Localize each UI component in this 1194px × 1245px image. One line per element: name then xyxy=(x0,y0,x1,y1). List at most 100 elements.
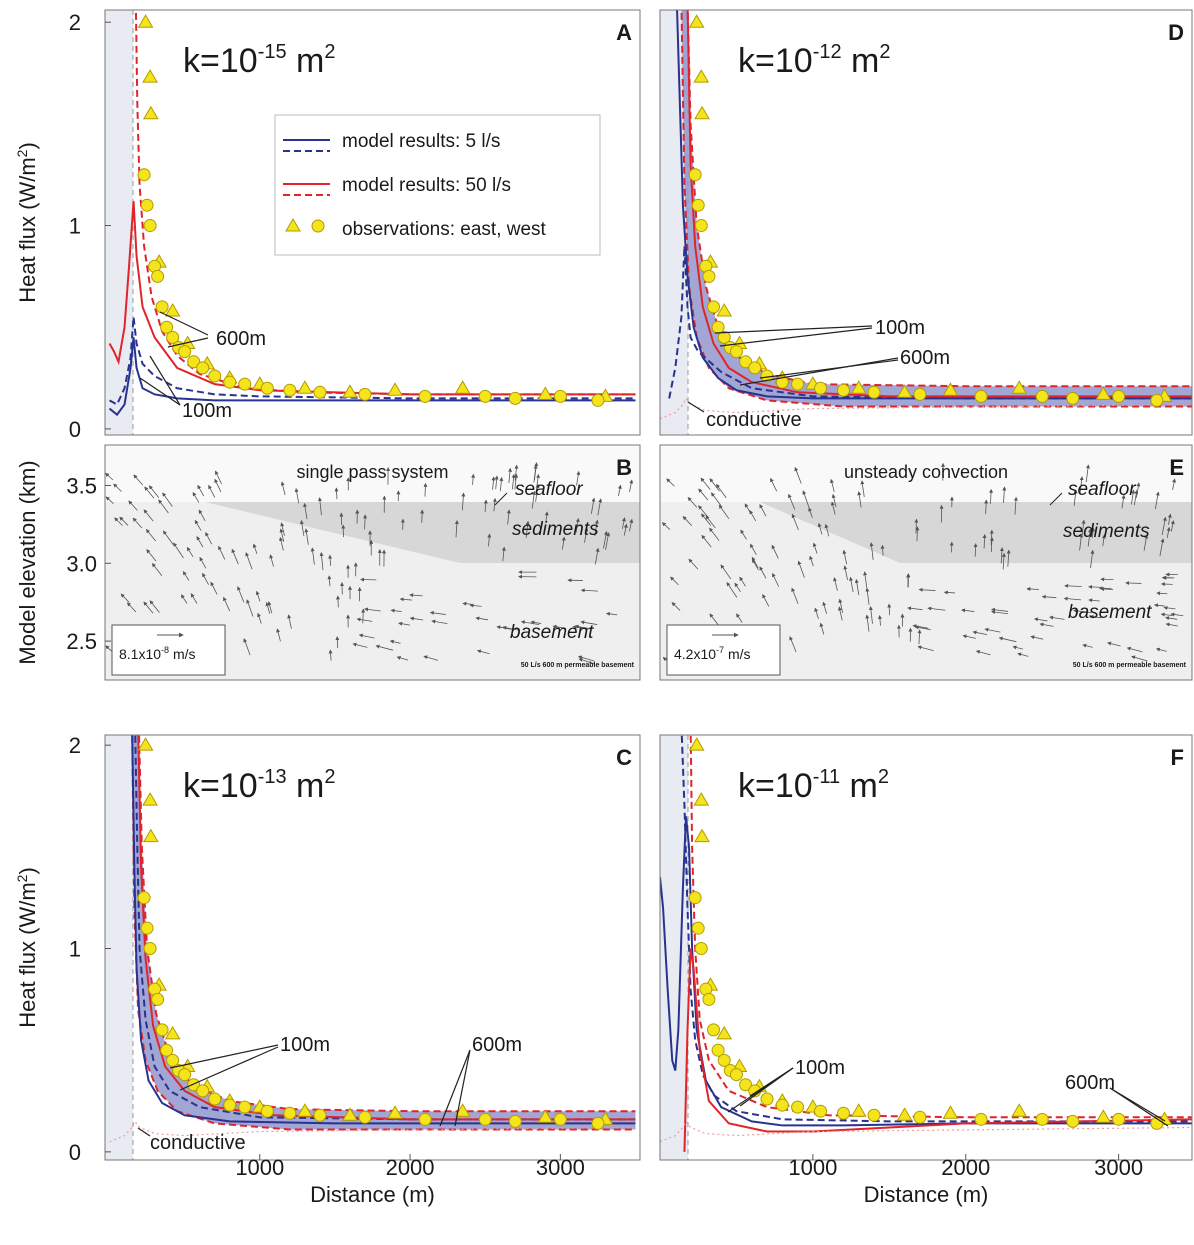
flow-vector xyxy=(698,488,709,501)
observation-west xyxy=(508,391,522,405)
observation-east xyxy=(896,384,913,398)
flow-vector xyxy=(1090,549,1095,569)
model-curve xyxy=(689,735,1192,1119)
flow-vector xyxy=(907,606,923,611)
plot-area xyxy=(660,735,1192,1160)
flow-vector xyxy=(857,491,862,508)
observation-west xyxy=(418,1112,432,1126)
flow-vector xyxy=(854,578,860,596)
scale-base: 8.1x10 xyxy=(119,646,161,662)
observation-west xyxy=(178,1068,192,1082)
flow-vector xyxy=(1079,476,1084,494)
flow-vector xyxy=(1073,608,1092,614)
scale-label: 4.2x10-7 m/s xyxy=(674,645,751,662)
title-unit: m xyxy=(287,767,325,805)
flow-vector xyxy=(682,515,693,527)
annotation: 600m xyxy=(216,328,266,350)
flow-vector xyxy=(280,522,285,536)
flow-vector xyxy=(454,520,459,538)
observation-west xyxy=(166,330,180,344)
flow-vector xyxy=(991,607,1009,612)
annotation-leader xyxy=(749,1067,794,1097)
flow-vector xyxy=(687,496,698,508)
annotation-leader xyxy=(739,357,899,386)
title-unit-exponent: 2 xyxy=(324,41,335,63)
flow-vector xyxy=(759,566,767,579)
flow-vector xyxy=(328,554,333,566)
observation-west xyxy=(508,1114,522,1128)
flow-vector xyxy=(594,547,600,565)
model-curve xyxy=(660,397,1192,420)
flow-vector xyxy=(1156,591,1168,596)
panel-letter: D xyxy=(1168,20,1184,45)
region-label: basement xyxy=(510,622,594,643)
flow-vector xyxy=(352,642,368,648)
flow-vector xyxy=(670,576,679,586)
flow-vector xyxy=(149,600,160,613)
flow-vector xyxy=(770,477,778,492)
flow-vector xyxy=(837,606,843,621)
annotation: 100m xyxy=(795,1057,845,1079)
flow-vector xyxy=(197,484,205,497)
flow-vector xyxy=(530,620,542,625)
observation-west xyxy=(591,1116,605,1130)
y-axis-label: Model elevation (km) xyxy=(15,460,40,664)
flow-vector xyxy=(186,546,194,558)
flow-vector xyxy=(423,655,439,661)
flow-vector xyxy=(223,596,231,612)
flow-vector xyxy=(327,575,332,587)
flow-vector xyxy=(580,620,598,625)
observation-west xyxy=(694,219,708,233)
model-curve xyxy=(683,948,1192,1152)
flow-vector xyxy=(726,581,738,598)
flow-vector xyxy=(830,501,836,515)
legend-label: observations: east, west xyxy=(342,219,547,240)
model-curve xyxy=(137,735,636,1121)
flow-vector xyxy=(181,594,188,604)
model-curve xyxy=(109,316,636,406)
flow-vector xyxy=(623,523,628,536)
flow-vector xyxy=(132,517,143,529)
flow-vector xyxy=(1166,526,1171,538)
observation-west xyxy=(691,921,705,935)
annotation: conductive xyxy=(706,409,802,431)
model-curve xyxy=(680,735,1192,1123)
flow-vector xyxy=(471,473,476,485)
flow-vector xyxy=(975,650,991,656)
flow-vector xyxy=(158,499,169,514)
flow-vector xyxy=(989,488,994,504)
flow-vector xyxy=(1159,538,1165,557)
flow-vector xyxy=(502,625,519,631)
flow-vector xyxy=(409,616,424,621)
flow-vector xyxy=(982,534,987,549)
seafloor-leader xyxy=(494,492,508,506)
flow-vector xyxy=(863,571,868,589)
observation-west xyxy=(160,1043,174,1057)
flow-vector xyxy=(617,484,622,497)
observation-west xyxy=(238,1100,252,1114)
flow-vector xyxy=(751,556,759,569)
flow-vector xyxy=(520,620,540,626)
flow-vector xyxy=(506,509,511,525)
observation-west xyxy=(694,942,708,956)
observation-west xyxy=(208,369,222,383)
observation-west xyxy=(729,1068,743,1082)
observation-west xyxy=(702,992,716,1006)
flow-vector xyxy=(918,587,936,592)
flow-vector xyxy=(269,554,274,567)
observation-west xyxy=(974,389,988,403)
observation-east xyxy=(716,302,733,317)
observation-west xyxy=(178,345,192,359)
flow-vector xyxy=(310,547,315,565)
flow-vector xyxy=(972,630,988,636)
seafloor-leader xyxy=(1049,492,1063,506)
scale-box xyxy=(111,624,226,676)
flow-vector xyxy=(208,484,216,498)
title-base: k=10 xyxy=(738,42,813,80)
annotation: 100m xyxy=(280,1034,330,1056)
observation-east xyxy=(142,105,159,120)
observation-west xyxy=(418,389,432,403)
flow-vector xyxy=(1088,598,1100,603)
flow-vector xyxy=(877,614,882,626)
scale-base: 4.2x10 xyxy=(674,646,716,662)
